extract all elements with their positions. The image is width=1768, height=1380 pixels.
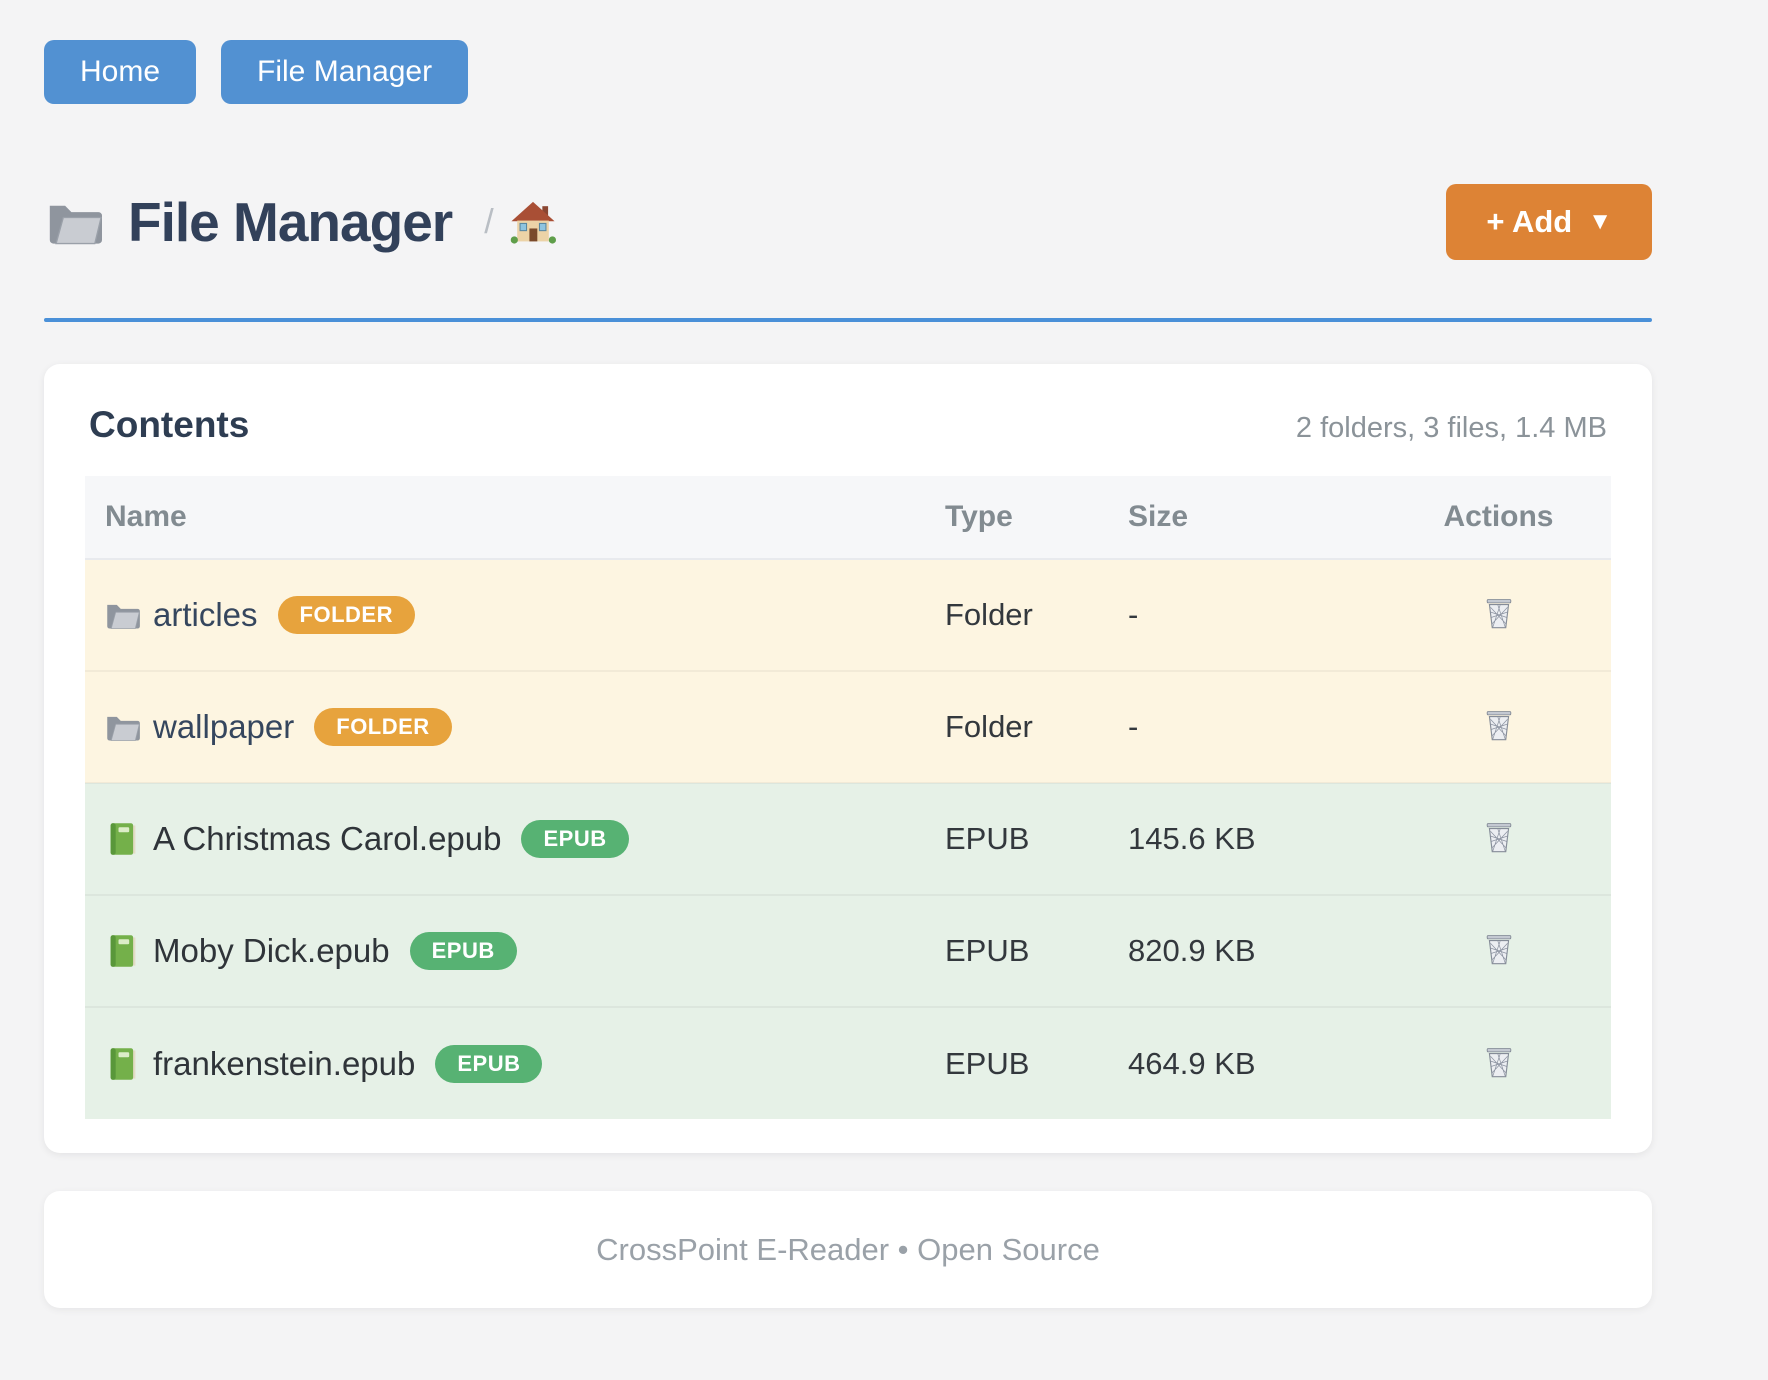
name-cell: wallpaper FOLDER	[85, 670, 921, 783]
item-name-link[interactable]: articles	[153, 596, 258, 633]
type-badge: EPUB	[521, 820, 629, 858]
actions-cell	[1386, 559, 1611, 671]
trash-icon	[1486, 598, 1511, 629]
name-cell: A Christmas Carol.epub EPUB	[85, 782, 921, 895]
top-nav: Home File Manager	[44, 40, 1652, 104]
size-cell: 820.9 KB	[1104, 894, 1386, 1007]
delete-button[interactable]	[1477, 814, 1521, 860]
delete-button[interactable]	[1477, 590, 1521, 636]
actions-cell	[1386, 894, 1611, 1007]
breadcrumb-separator: /	[484, 202, 494, 241]
folder-icon	[106, 604, 141, 629]
table-row: articles FOLDER Folder -	[85, 559, 1611, 671]
type-badge: EPUB	[409, 932, 517, 970]
type-cell: Folder	[921, 670, 1104, 783]
column-header-type: Type	[921, 476, 1104, 560]
add-button[interactable]: + Add ▼	[1446, 184, 1652, 260]
footer-text: CrossPoint E-Reader • Open Source	[596, 1231, 1100, 1267]
trash-icon	[1486, 822, 1511, 853]
folder-icon	[49, 205, 103, 245]
actions-cell	[1386, 782, 1611, 895]
actions-cell	[1386, 1006, 1611, 1119]
size-cell: -	[1104, 670, 1386, 783]
type-cell: EPUB	[921, 1006, 1104, 1119]
item-name-link[interactable]: frankenstein.epub	[153, 1044, 416, 1082]
contents-heading: Contents	[89, 404, 250, 445]
trash-icon	[1486, 934, 1511, 965]
name-cell: frankenstein.epub EPUB	[85, 1006, 921, 1119]
type-badge: FOLDER	[277, 596, 415, 634]
type-badge: EPUB	[435, 1044, 543, 1083]
type-cell: Folder	[945, 597, 1033, 632]
trash-icon	[1486, 1047, 1511, 1077]
table-row: wallpaper FOLDER Folder -	[85, 670, 1611, 783]
type-cell: EPUB	[921, 894, 1104, 1007]
book-icon	[110, 935, 136, 967]
delete-button[interactable]	[1477, 702, 1521, 748]
size-cell: 464.9 KB	[1104, 1006, 1386, 1119]
item-name-link[interactable]: wallpaper	[153, 708, 295, 745]
item-name-link[interactable]: A Christmas Carol.epub	[153, 820, 502, 857]
name-cell: Moby Dick.epub EPUB	[85, 894, 921, 1007]
size-cell: 145.6 KB	[1104, 782, 1386, 895]
page-title: File Manager	[128, 191, 453, 253]
house-icon[interactable]	[509, 199, 556, 245]
home-nav-button[interactable]: Home	[44, 40, 197, 104]
delete-button[interactable]	[1477, 1039, 1521, 1085]
book-icon	[110, 823, 136, 855]
item-name-link[interactable]: Moby Dick.epub	[153, 932, 390, 969]
table-header-row: Name Type Size Actions	[85, 476, 1611, 560]
contents-card: Contents 2 folders, 3 files, 1.4 MB Name…	[44, 364, 1652, 1153]
column-header-actions: Actions	[1386, 476, 1611, 560]
type-badge: FOLDER	[314, 708, 452, 746]
type-cell: EPUB	[921, 782, 1104, 895]
contents-card-header: Contents 2 folders, 3 files, 1.4 MB	[85, 404, 1611, 446]
folder-icon	[106, 716, 141, 741]
chevron-down-icon: ▼	[1588, 208, 1612, 235]
table-row: Moby Dick.epub EPUB EPUB 820.9 KB	[85, 894, 1611, 1007]
footer: CrossPoint E-Reader • Open Source	[44, 1191, 1652, 1308]
size-cell: -	[1128, 597, 1139, 632]
table-row: A Christmas Carol.epub EPUB EPUB 145.6 K…	[85, 782, 1611, 895]
name-cell: articles FOLDER	[85, 559, 921, 671]
file-table: Name Type Size Actions articles	[85, 476, 1611, 1119]
title-group: File Manager /	[44, 190, 556, 254]
trash-icon	[1486, 710, 1511, 741]
column-header-name: Name	[85, 476, 921, 560]
contents-summary: 2 folders, 3 files, 1.4 MB	[1295, 412, 1607, 444]
delete-button[interactable]	[1477, 926, 1521, 972]
add-button-label: + Add	[1486, 204, 1573, 239]
header-divider	[44, 318, 1652, 322]
table-row: frankenstein.epub EPUB EPUB 464.9 KB	[85, 1006, 1611, 1119]
file-manager-nav-button[interactable]: File Manager	[221, 40, 469, 104]
book-icon	[110, 1047, 136, 1080]
actions-cell	[1386, 670, 1611, 783]
page-header: File Manager / + Add ▼	[44, 184, 1652, 260]
column-header-size: Size	[1104, 476, 1386, 560]
